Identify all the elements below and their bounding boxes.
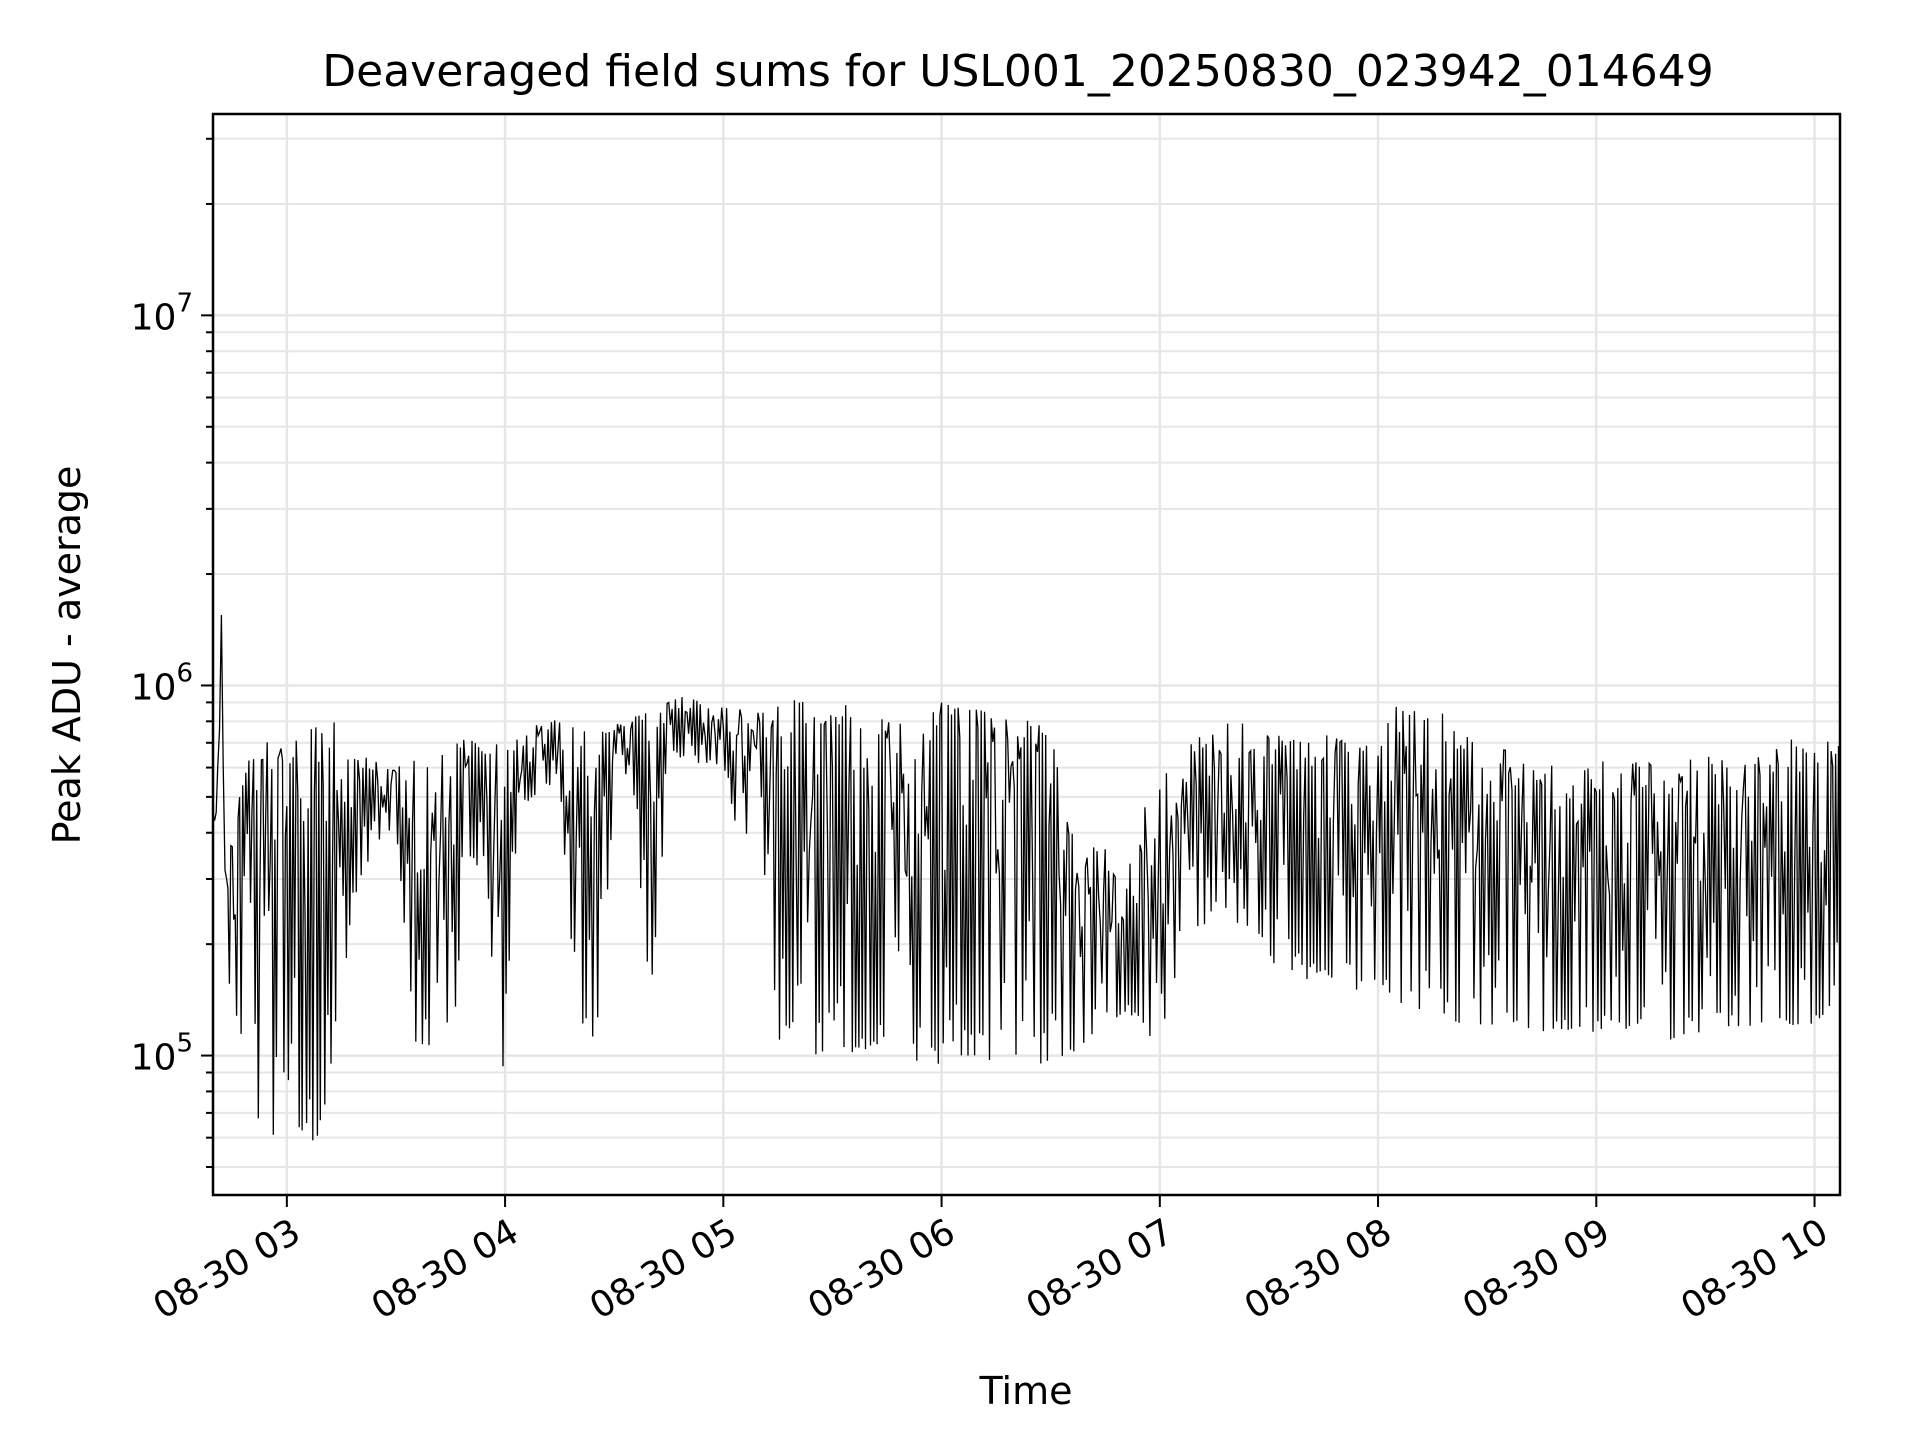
plot-area <box>212 614 1841 1141</box>
y-tick-exp: 5 <box>176 1029 193 1059</box>
x-tick-label: 08-30 08 <box>1238 1211 1399 1327</box>
x-tick-label: 08-30 10 <box>1674 1211 1835 1327</box>
series-line <box>212 614 1841 1141</box>
y-tick-label: 107 <box>131 288 193 338</box>
chart-title: Deaveraged field sums for USL001_2025083… <box>322 46 1714 97</box>
y-tick-base: 10 <box>131 1038 177 1079</box>
y-tick-exp: 7 <box>176 288 193 318</box>
y-tick-label: 105 <box>131 1029 193 1079</box>
x-tick-label: 08-30 07 <box>1020 1211 1181 1327</box>
x-tick-label: 08-30 05 <box>583 1211 744 1327</box>
y-tick-exp: 6 <box>176 658 193 688</box>
y-axis-label: Peak ADU - average <box>45 466 89 845</box>
y-tick-label: 106 <box>131 658 193 708</box>
grid <box>213 114 1840 1195</box>
x-tick-label: 08-30 04 <box>365 1211 526 1327</box>
x-axis: 08-30 03 08-30 04 08-30 05 08-30 06 08-30 07… <box>147 1195 1835 1328</box>
y-tick-base: 10 <box>131 297 177 338</box>
x-axis-label: Time <box>979 1369 1073 1413</box>
y-tick-base: 10 <box>131 667 177 708</box>
x-tick-label: 08-30 06 <box>801 1211 962 1327</box>
x-tick-label: 08-30 09 <box>1456 1211 1617 1327</box>
x-tick-label: 08-30 03 <box>147 1211 308 1327</box>
axes-frame <box>211 112 1842 1197</box>
